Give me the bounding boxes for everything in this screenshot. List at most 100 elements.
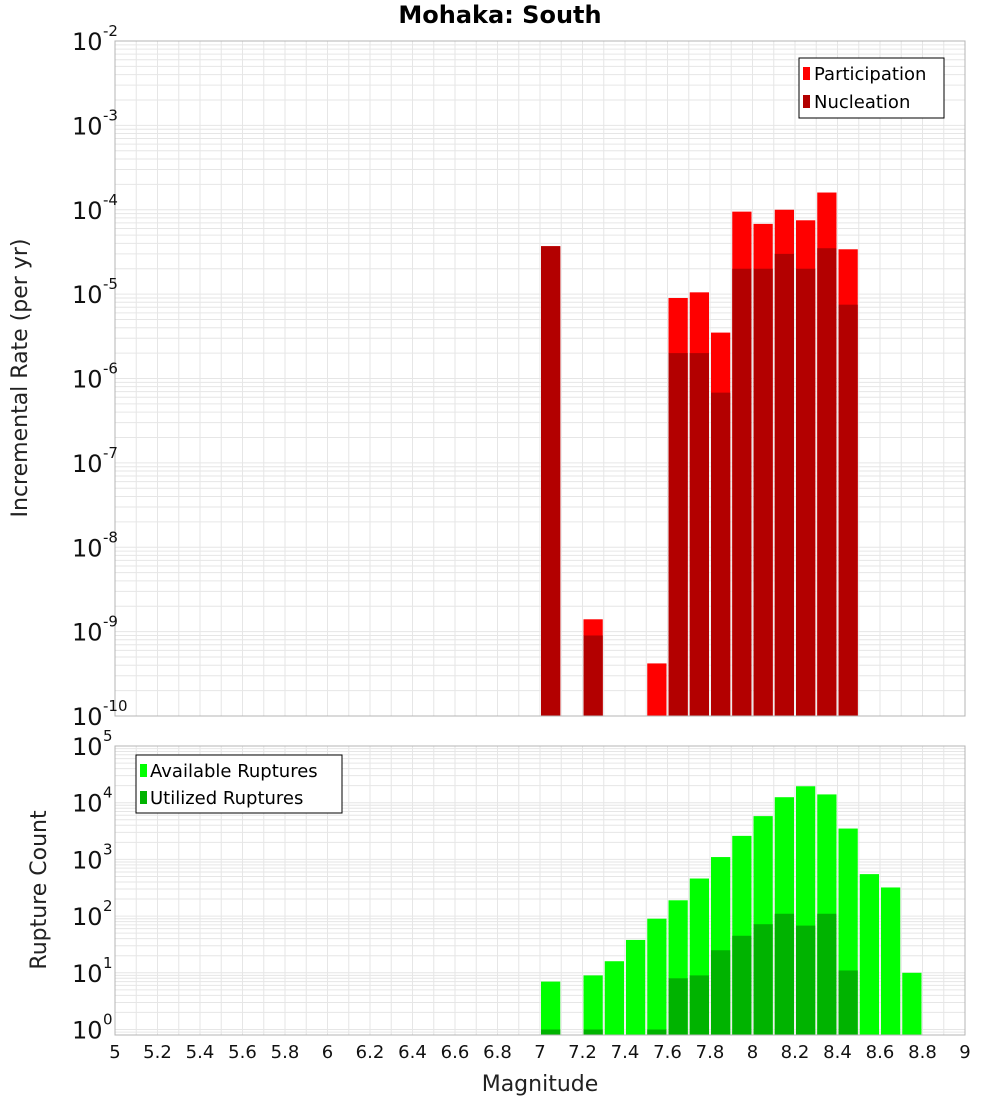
rate-y-tick-base: 10 bbox=[72, 281, 103, 309]
count-y-tick-base: 10 bbox=[72, 733, 103, 761]
count-y-tick-base: 10 bbox=[72, 960, 103, 988]
utilized-ruptures-bar bbox=[774, 913, 794, 1035]
available-legend-swatch bbox=[140, 764, 147, 777]
nucleation-bar bbox=[774, 253, 794, 716]
utilized-ruptures-bar bbox=[541, 1029, 561, 1035]
rate-y-tick-label: 10 -4 bbox=[72, 191, 118, 225]
rate-y-tick-exponent: -6 bbox=[103, 360, 118, 378]
count-plot-frame bbox=[114, 745, 966, 1036]
rate-y-tick-exponent: -7 bbox=[103, 444, 118, 462]
count-y-tick-base: 10 bbox=[72, 1017, 103, 1045]
utilized-ruptures-bar bbox=[753, 924, 773, 1035]
count-y-tick-exponent: 0 bbox=[103, 1011, 113, 1029]
x-tick-label: 6 bbox=[322, 1042, 333, 1063]
rate-y-tick-base: 10 bbox=[72, 534, 103, 562]
x-tick-label: 5.2 bbox=[143, 1042, 172, 1063]
nucleation-bar bbox=[689, 353, 709, 716]
x-tick-label: 5 bbox=[109, 1042, 120, 1063]
rate-y-tick-label: 10 -5 bbox=[72, 275, 118, 309]
rate-y-tick-exponent: -8 bbox=[103, 528, 118, 546]
rate-y-tick-label: 10 -8 bbox=[72, 528, 118, 562]
x-tick-label: 7 bbox=[534, 1042, 545, 1063]
rate-y-tick-base: 10 bbox=[72, 366, 103, 394]
rate-y-tick-label: 10 -2 bbox=[72, 22, 118, 56]
utilized-ruptures-bar bbox=[838, 970, 858, 1035]
nucleation-legend-swatch bbox=[803, 95, 810, 108]
x-tick-label: 7.2 bbox=[568, 1042, 597, 1063]
nucleation-bar bbox=[541, 246, 561, 716]
x-tick-label: 6.8 bbox=[483, 1042, 512, 1063]
nucleation-bar bbox=[583, 635, 603, 716]
count-y-tick-base: 10 bbox=[72, 846, 103, 874]
x-tick-label: 9 bbox=[959, 1042, 970, 1063]
rate-y-tick-label: 10 -9 bbox=[72, 613, 118, 647]
rate-y-tick-exponent: -2 bbox=[103, 22, 118, 40]
count-legend: Available Ruptures Utilized Ruptures bbox=[135, 754, 343, 814]
count-y-tick-exponent: 5 bbox=[103, 727, 113, 745]
available-ruptures-bar bbox=[881, 887, 901, 1035]
x-tick-label: 6.2 bbox=[356, 1042, 385, 1063]
utilized-ruptures-bar bbox=[711, 950, 731, 1035]
available-ruptures-bar bbox=[626, 939, 646, 1035]
available-ruptures-bar bbox=[859, 874, 879, 1035]
rate-y-tick-label: 10 -10 bbox=[72, 697, 128, 731]
count-y-tick-exponent: 4 bbox=[103, 784, 113, 802]
rate-plot-frame bbox=[114, 40, 966, 717]
rate-grid bbox=[114, 40, 966, 717]
utilized-ruptures-bar bbox=[668, 978, 688, 1035]
utilized-ruptures-bar bbox=[732, 935, 752, 1035]
count-y-tick-base: 10 bbox=[72, 790, 103, 818]
rate-y-tick-base: 10 bbox=[72, 112, 103, 140]
count-y-tick-label: 10 4 bbox=[72, 784, 113, 818]
rate-y-tick-exponent: -10 bbox=[103, 697, 128, 715]
nucleation-bar bbox=[838, 304, 858, 716]
nucleation-bar bbox=[711, 392, 731, 716]
count-y-tick-exponent: 1 bbox=[103, 954, 113, 972]
rate-legend-box bbox=[798, 57, 945, 119]
nucleation-bar bbox=[796, 268, 816, 716]
available-ruptures-bar bbox=[604, 961, 624, 1035]
count-y-tick-exponent: 2 bbox=[103, 897, 113, 915]
count-bars bbox=[541, 786, 922, 1035]
x-tick-label: 5.6 bbox=[228, 1042, 257, 1063]
count-legend-box bbox=[135, 754, 343, 814]
available-ruptures-bar bbox=[647, 918, 667, 1035]
count-y-tick-label: 10 0 bbox=[72, 1011, 113, 1045]
participation-legend-swatch bbox=[803, 67, 810, 80]
utilized-legend-label: Utilized Ruptures bbox=[150, 788, 303, 809]
rate-y-tick-base: 10 bbox=[72, 703, 103, 731]
nucleation-bar bbox=[732, 268, 752, 716]
x-tick-label: 8.4 bbox=[823, 1042, 852, 1063]
nucleation-bar bbox=[817, 248, 837, 717]
utilized-ruptures-bar bbox=[583, 1029, 603, 1035]
count-y-tick-base: 10 bbox=[72, 903, 103, 931]
count-y-tick-label: 10 1 bbox=[72, 954, 113, 988]
x-tick-label: 7.4 bbox=[611, 1042, 640, 1063]
rate-y-tick-base: 10 bbox=[72, 619, 103, 647]
x-tick-label: 7.6 bbox=[653, 1042, 682, 1063]
x-tick-label: 6.4 bbox=[398, 1042, 427, 1063]
rate-y-tick-exponent: -3 bbox=[103, 106, 118, 124]
count-y-axis-label: Rupture Count bbox=[27, 810, 52, 970]
available-legend-label: Available Ruptures bbox=[150, 761, 318, 782]
nucleation-legend-label: Nucleation bbox=[814, 92, 910, 113]
available-ruptures-bar bbox=[541, 981, 561, 1035]
utilized-ruptures-bar bbox=[796, 925, 816, 1035]
participation-legend-label: Participation bbox=[814, 64, 926, 85]
rate-legend: Participation Nucleation bbox=[798, 57, 945, 119]
rate-y-tick-exponent: -4 bbox=[103, 191, 118, 209]
x-tick-label: 5.4 bbox=[186, 1042, 215, 1063]
rate-y-tick-base: 10 bbox=[72, 450, 103, 478]
x-tick-label: 8.8 bbox=[908, 1042, 937, 1063]
x-tick-label: 8 bbox=[747, 1042, 758, 1063]
rate-y-tick-base: 10 bbox=[72, 197, 103, 225]
chart-title: Mohaka: South bbox=[398, 1, 601, 29]
rate-y-tick-label: 10 -6 bbox=[72, 360, 118, 394]
rate-y-tick-exponent: -9 bbox=[103, 613, 118, 631]
x-tick-label: 8.6 bbox=[866, 1042, 895, 1063]
available-ruptures-bar bbox=[583, 975, 603, 1035]
count-y-tick-label: 10 2 bbox=[72, 897, 113, 931]
